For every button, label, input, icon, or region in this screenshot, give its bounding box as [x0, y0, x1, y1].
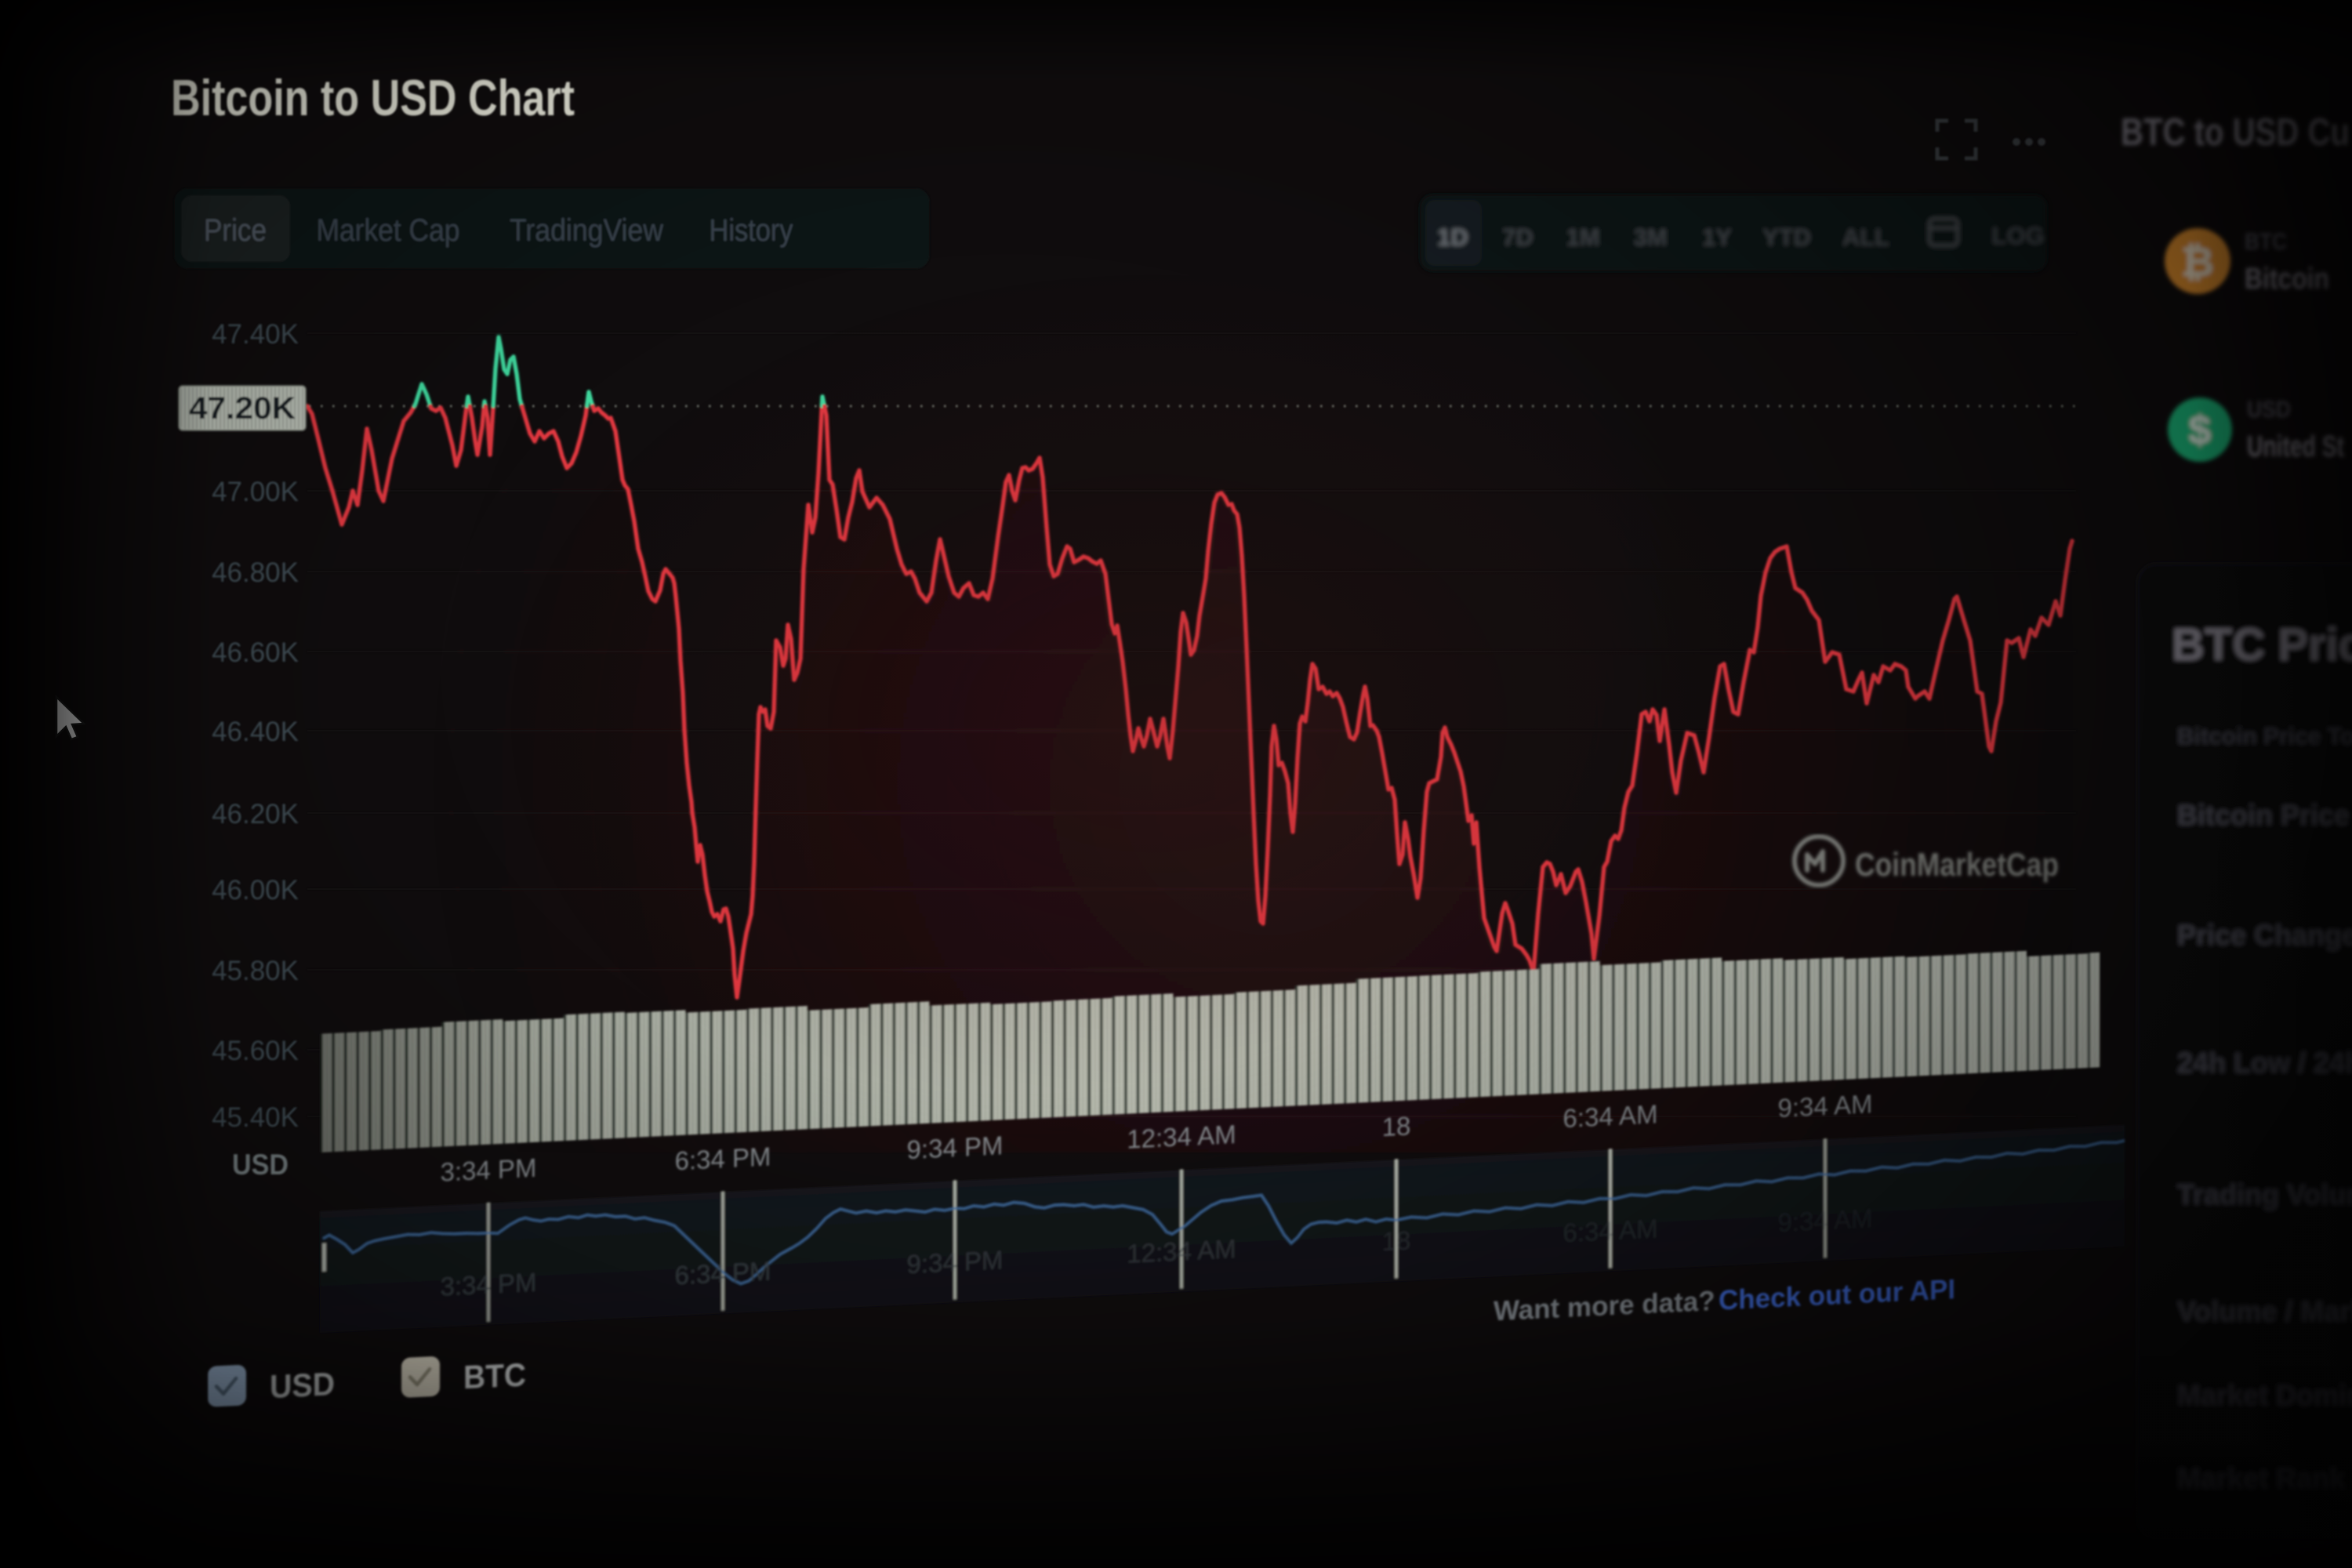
svg-text:6:34 PM: 6:34 PM [675, 1142, 771, 1175]
svg-text:45.60K: 45.60K [212, 1036, 299, 1066]
svg-text:1D: 1D [1437, 223, 1468, 251]
svg-text:BTC Pric: BTC Pric [2172, 619, 2352, 670]
svg-text:12:34 AM: 12:34 AM [1127, 1120, 1236, 1154]
svg-text:47.00K: 47.00K [212, 477, 299, 507]
svg-text:USD: USD [270, 1365, 335, 1405]
svg-text:46.20K: 46.20K [212, 799, 299, 829]
svg-text:₿: ₿ [2181, 240, 2214, 285]
svg-text:Bitcoin Price: Bitcoin Price [2177, 799, 2350, 831]
svg-text:CoinMarketCap: CoinMarketCap [1855, 846, 2059, 883]
svg-text:6:34 AM: 6:34 AM [1563, 1214, 1657, 1247]
svg-text:12:34 AM: 12:34 AM [1127, 1234, 1236, 1269]
svg-text:$: $ [2189, 408, 2212, 453]
svg-text:LOG: LOG [1991, 222, 2044, 249]
svg-text:46.40K: 46.40K [212, 717, 299, 747]
svg-text:9:34 PM: 9:34 PM [907, 1131, 1004, 1164]
svg-text:18: 18 [1382, 1225, 1411, 1256]
svg-text:9:34 AM: 9:34 AM [1777, 1089, 1872, 1123]
svg-text:BTC to USD Cu: BTC to USD Cu [2121, 111, 2350, 154]
svg-text:46.00K: 46.00K [212, 875, 299, 906]
svg-text:9:34 AM: 9:34 AM [1777, 1203, 1872, 1237]
svg-text:1Y: 1Y [1702, 223, 1732, 251]
svg-text:Bitcoin Price Tod: Bitcoin Price Tod [2177, 724, 2352, 750]
svg-text:Bitcoin to USD Chart: Bitcoin to USD Chart [171, 70, 575, 126]
svg-text:BTC: BTC [463, 1356, 526, 1396]
svg-text:46.80K: 46.80K [212, 557, 299, 588]
svg-text:United St: United St [2247, 430, 2344, 463]
svg-text:Market Domina: Market Domina [2177, 1379, 2352, 1411]
svg-text:ALL: ALL [1842, 223, 1889, 251]
svg-text:18: 18 [1382, 1111, 1411, 1142]
svg-text:45.40K: 45.40K [212, 1102, 299, 1133]
svg-text:45.80K: 45.80K [212, 956, 299, 986]
svg-text:Market Rank: Market Rank [2177, 1462, 2346, 1494]
svg-text:Price: Price [204, 213, 267, 248]
svg-text:1M: 1M [1566, 223, 1599, 251]
svg-text:24h Low / 24h H: 24h Low / 24h H [2177, 1047, 2352, 1079]
svg-text:Trading Volum: Trading Volum [2177, 1178, 2352, 1210]
svg-text:47.40K: 47.40K [212, 319, 299, 350]
svg-text:Bitcoin: Bitcoin [2245, 263, 2329, 296]
svg-text:YTD: YTD [1762, 223, 1811, 251]
svg-text:7D: 7D [1502, 223, 1534, 251]
svg-text:Price Change: Price Change [2177, 919, 2352, 951]
svg-text:TradingView: TradingView [510, 213, 663, 248]
svg-text:47.20K: 47.20K [189, 391, 296, 426]
svg-text:3M: 3M [1633, 223, 1667, 251]
svg-text:BTC: BTC [2245, 229, 2287, 255]
svg-text:3:34 PM: 3:34 PM [441, 1153, 537, 1187]
svg-text:3:34 PM: 3:34 PM [441, 1268, 537, 1301]
svg-text:History: History [710, 213, 793, 248]
svg-text:6:34 AM: 6:34 AM [1563, 1099, 1657, 1133]
svg-text:Market Cap: Market Cap [317, 213, 460, 248]
svg-text:46.60K: 46.60K [212, 637, 299, 668]
svg-text:6:34 PM: 6:34 PM [675, 1256, 771, 1290]
svg-text:USD: USD [2247, 397, 2291, 423]
svg-text:Volume / Marke: Volume / Marke [2177, 1295, 2352, 1327]
svg-text:9:34 PM: 9:34 PM [907, 1245, 1004, 1279]
svg-text:USD: USD [232, 1149, 289, 1181]
